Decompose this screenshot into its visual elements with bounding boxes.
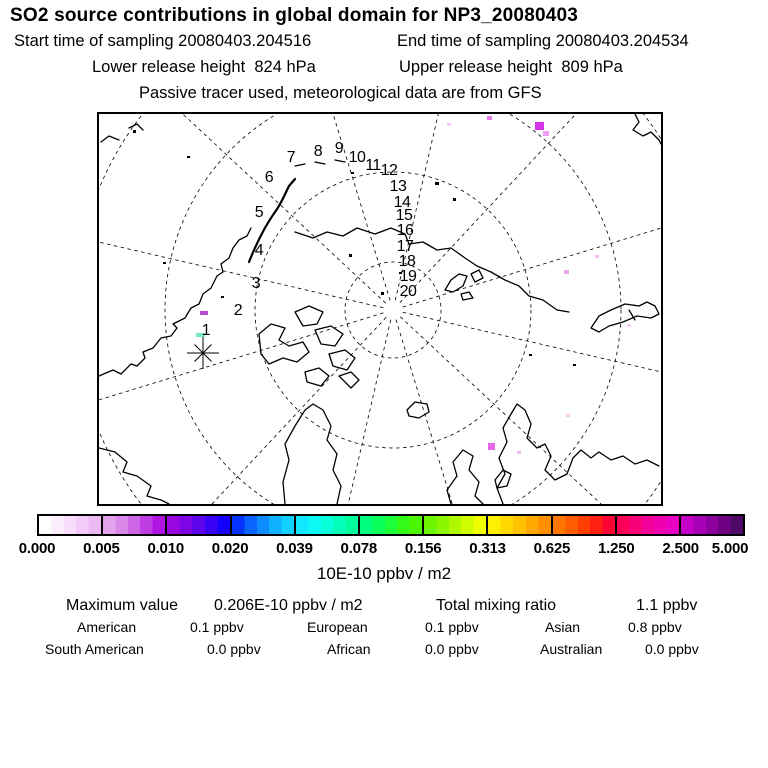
trajectory-point-label: 7	[286, 149, 296, 166]
trajectory-point-label: 16	[396, 222, 414, 239]
upper-release-label: Upper release height 809 hPa	[399, 58, 623, 76]
colorbar-tick-label: 0.313	[469, 540, 506, 557]
colorbar	[37, 514, 745, 536]
station-marker-star-icon	[187, 337, 219, 369]
colorbar-units-label: 10E-10 ppbv / m2	[316, 564, 452, 583]
colorbar-tick-label: 0.005	[83, 540, 120, 557]
colorbar-tick-label: 0.156	[404, 540, 442, 557]
trajectory-point-label: 5	[254, 204, 264, 221]
coastlines	[99, 114, 661, 504]
mixing-ratio-value: 1.1 ppbv	[636, 597, 698, 614]
trajectory-point-label: 1	[201, 322, 211, 339]
region-european-value: 0.1 ppbv	[425, 619, 479, 635]
colorbar-segment	[359, 516, 425, 534]
trajectory-point-label: 8	[313, 143, 323, 160]
max-value-label: Maximum value	[66, 597, 179, 614]
region-asian-label: Asian	[545, 619, 581, 635]
region-european-label: European	[307, 619, 368, 635]
colorbar-segment	[488, 516, 553, 534]
colorbar-tick-label: 0.039	[276, 540, 313, 557]
region-south-american-label: South American	[45, 641, 144, 657]
trajectory-point-label: 9	[334, 140, 344, 157]
concentration-pixel	[566, 414, 570, 417]
trajectory-point-label: 4	[254, 242, 264, 259]
colorbar-segment	[424, 516, 489, 534]
concentration-pixel	[535, 122, 544, 130]
colorbar-segment	[103, 516, 168, 534]
concentration-pixel	[627, 324, 631, 327]
concentration-pixel	[200, 311, 208, 315]
colorbar-segment	[552, 516, 617, 534]
polar-map-panel: 1 2 3 4 5 6 7 8 9 10 11 12 13 14 15 16 17 18 19 20	[97, 112, 663, 506]
region-african-label: African	[327, 641, 371, 657]
concentration-pixel	[488, 443, 495, 450]
colorbar-tick-label: 0.000	[18, 540, 56, 557]
trajectory-point-label: 11	[365, 157, 381, 174]
colorbar-segment	[167, 516, 232, 534]
trajectory-point-label: 19	[399, 268, 417, 285]
region-african-value: 0.0 ppbv	[425, 641, 479, 657]
start-time-label: Start time of sampling 20080403.204516	[14, 32, 312, 50]
colorbar-segment	[295, 516, 360, 534]
region-american-value: 0.1 ppbv	[190, 619, 244, 635]
region-asian-value: 0.8 ppbv	[628, 619, 682, 635]
colorbar-segment	[231, 516, 296, 534]
lower-release-label: Lower release height 824 hPa	[92, 58, 316, 76]
colorbar-segment	[680, 516, 744, 534]
colorbar-tick-label: 5.000	[711, 540, 749, 557]
region-american-label: American	[77, 619, 137, 635]
colorbar-tick-label: 2.500	[662, 540, 699, 557]
colorbar-segment	[616, 516, 681, 534]
trajectory-point-label: 10	[348, 149, 366, 166]
colorbar-tick-label: 1.250	[597, 540, 635, 557]
trajectory-point-label: 6	[264, 169, 274, 186]
map-graphics	[99, 114, 661, 504]
page-title: SO2 source contributions in global domai…	[10, 5, 579, 26]
max-value: 0.206E-10 ppbv / m2	[214, 597, 363, 614]
mixing-ratio-label: Total mixing ratio	[436, 597, 557, 614]
concentration-pixel	[595, 255, 599, 258]
island-specks	[133, 130, 576, 366]
trajectory-point-label: 20	[399, 283, 417, 300]
colorbar-tick-label: 0.625	[533, 540, 571, 557]
trajectory-point-label: 12	[380, 162, 398, 179]
region-south-american-value: 0.0 ppbv	[207, 641, 261, 657]
trajectory-point-label: 13	[389, 178, 407, 195]
colorbar-tick-label: 0.078	[340, 540, 378, 557]
trajectory-point-label: 3	[251, 275, 261, 292]
concentration-pixels	[196, 116, 631, 454]
tracer-note-label: Passive tracer used, meteorological data…	[139, 84, 542, 102]
concentration-pixel	[543, 131, 549, 136]
trajectory-point-label: 14	[393, 194, 411, 211]
concentration-pixel	[564, 270, 569, 274]
colorbar-tick-label: 0.010	[147, 540, 184, 557]
concentration-pixel	[447, 123, 451, 126]
concentration-pixel	[517, 451, 521, 454]
trajectory-point-label: 18	[398, 253, 416, 270]
concentration-pixel	[487, 116, 492, 120]
concentration-pixel	[196, 333, 205, 337]
trajectory-point-label: 15	[395, 207, 413, 224]
graticule-grid	[99, 114, 661, 504]
region-australian-value: 0.0 ppbv	[645, 641, 699, 657]
colorbar-segment	[39, 516, 104, 534]
trajectory-point-label: 17	[396, 238, 414, 255]
colorbar-tick-label: 0.020	[211, 540, 249, 557]
region-australian-label: Australian	[540, 641, 603, 657]
end-time-label: End time of sampling 20080403.204534	[397, 32, 689, 50]
trajectory-point-label: 2	[233, 302, 243, 319]
